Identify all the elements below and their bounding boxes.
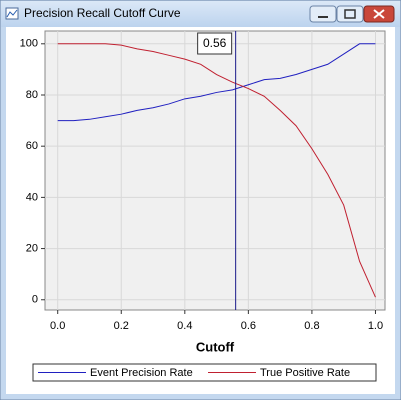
x-tick-label: 0.0 bbox=[50, 320, 65, 332]
window-icon-glyph bbox=[6, 9, 18, 18]
legend-label: True Positive Rate bbox=[260, 367, 350, 379]
y-tick-label: 60 bbox=[26, 140, 38, 152]
y-tick-label: 0 bbox=[32, 294, 38, 306]
y-tick-label: 20 bbox=[26, 242, 38, 254]
x-tick-label: 0.2 bbox=[114, 320, 129, 332]
maximize-button[interactable] bbox=[336, 5, 364, 23]
y-tick-label: 100 bbox=[20, 38, 38, 50]
y-tick-label: 80 bbox=[26, 89, 38, 101]
x-tick-label: 0.6 bbox=[241, 320, 256, 332]
series-line bbox=[57, 43, 376, 122]
cutoff-label-box bbox=[197, 32, 233, 55]
series-line bbox=[57, 43, 376, 298]
cutoff-label: 0.56 bbox=[203, 36, 227, 50]
legend bbox=[32, 363, 377, 382]
window-title: Precision Recall Cutoff Curve bbox=[24, 6, 181, 20]
legend-label: Event Precision Rate bbox=[90, 367, 193, 379]
close-glyph bbox=[373, 9, 385, 19]
x-tick-label: 0.8 bbox=[304, 320, 319, 332]
x-axis-label: Cutoff bbox=[196, 339, 235, 354]
x-tick-label: 0.4 bbox=[177, 320, 192, 332]
plot-area bbox=[44, 30, 386, 311]
maximize-glyph bbox=[344, 9, 356, 19]
minimize-button[interactable] bbox=[309, 5, 337, 23]
x-tick-label: 1.0 bbox=[368, 320, 383, 332]
y-tick-label: 40 bbox=[26, 191, 38, 203]
